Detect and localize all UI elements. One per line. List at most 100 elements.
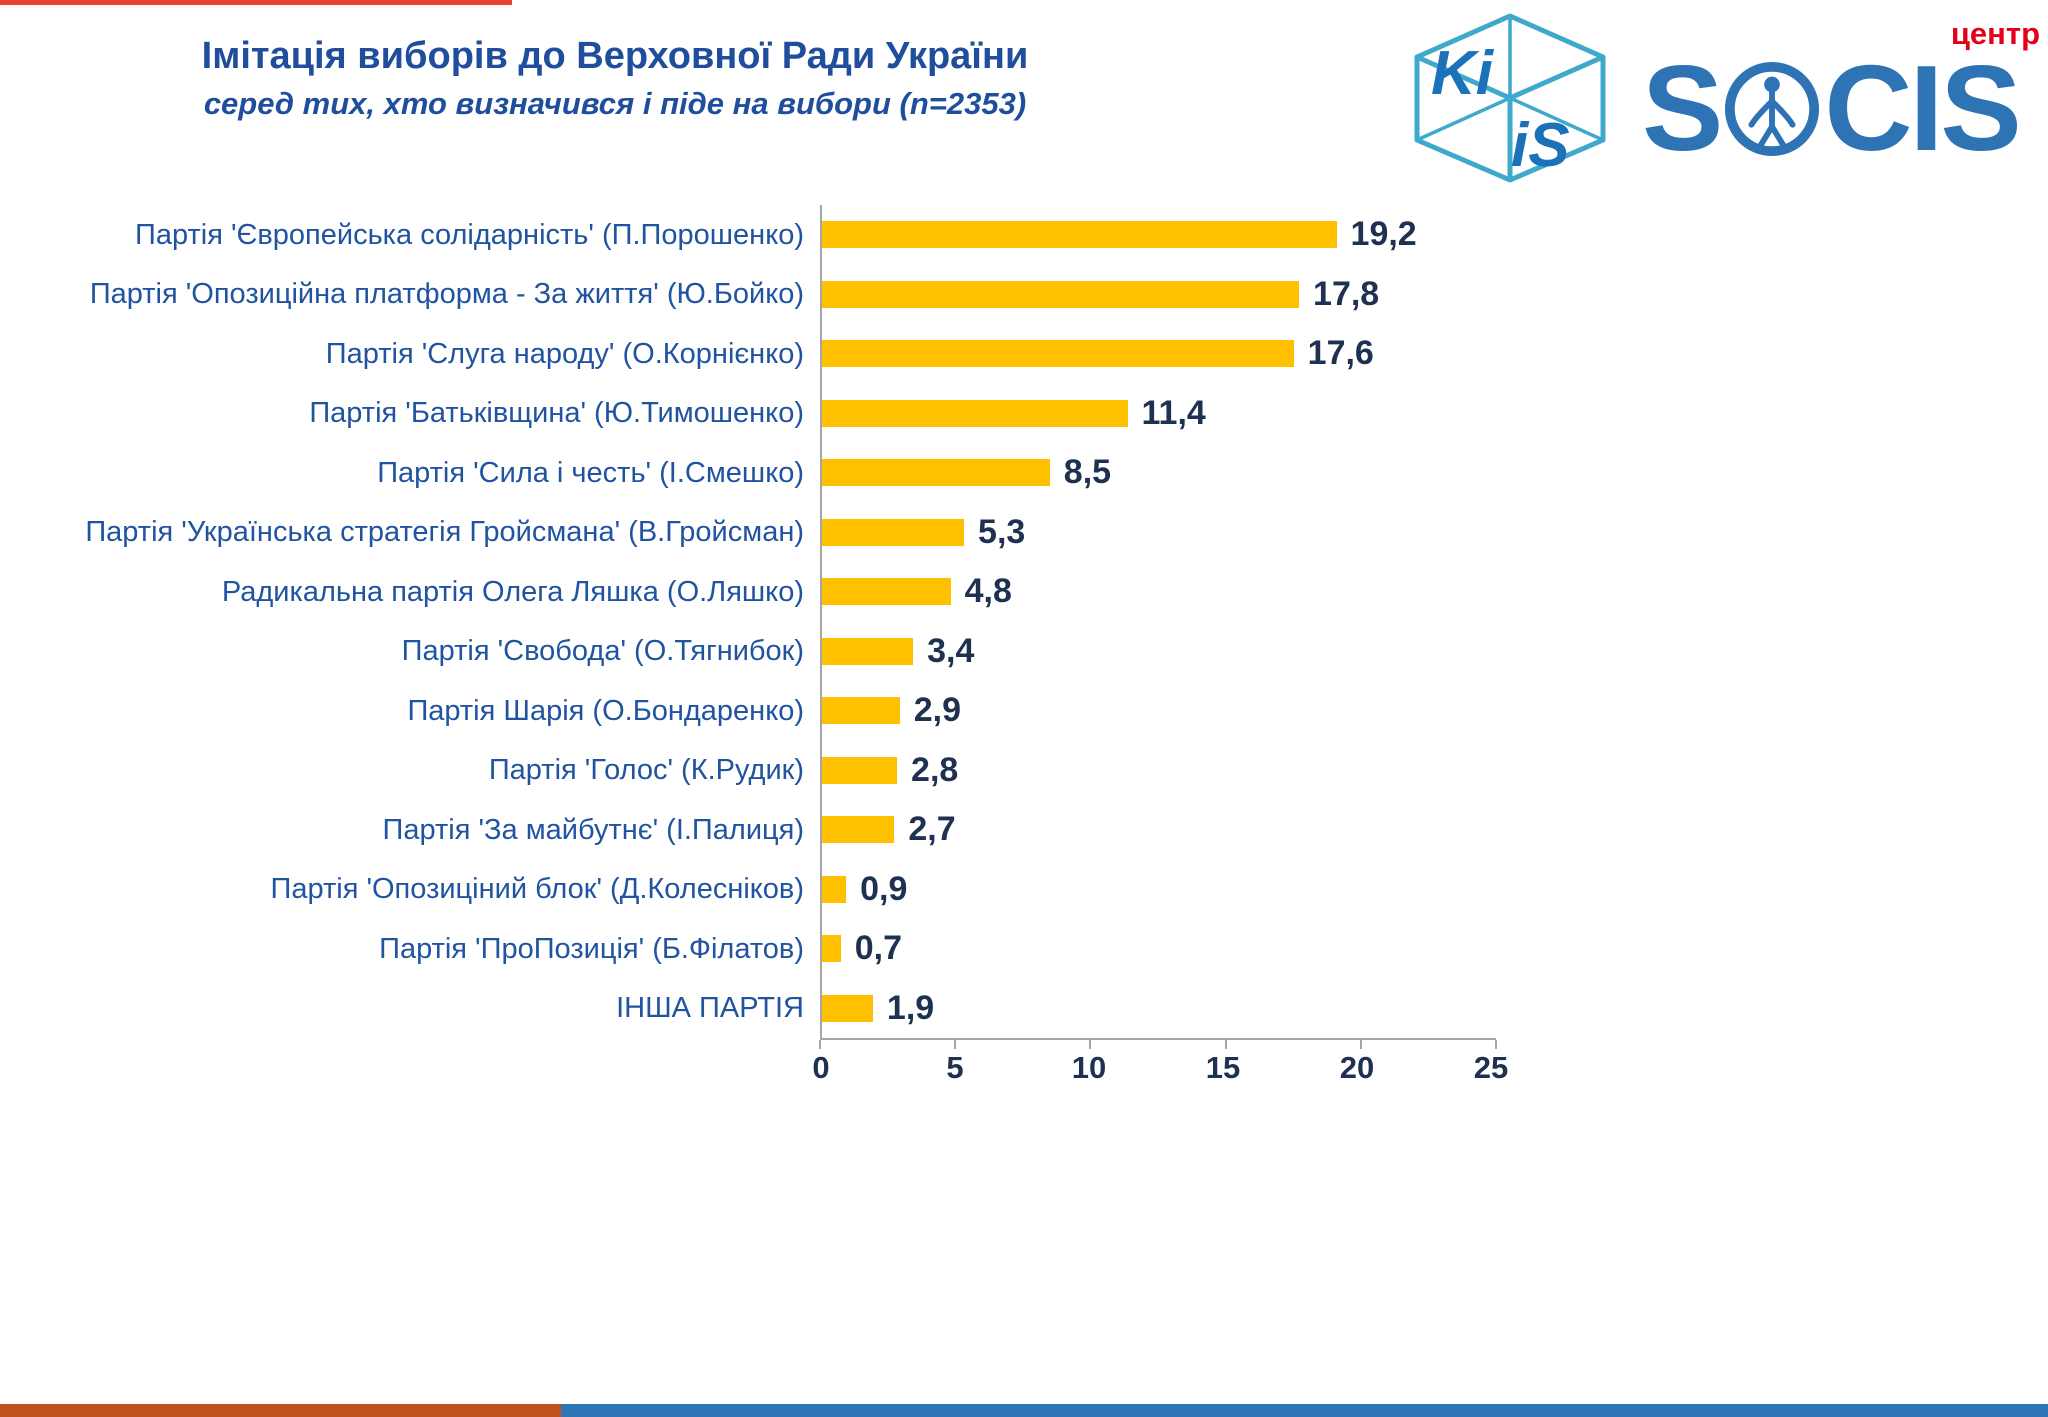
socis-letters-cis: CIS	[1824, 40, 2021, 176]
x-tick-label: 15	[1205, 1050, 1241, 1085]
x-tick-label: 5	[946, 1050, 964, 1085]
bar	[822, 280, 1300, 308]
category-label: Партія 'Європейська солідарність' (П.Пор…	[135, 218, 804, 251]
socis-letter-s: S	[1642, 40, 1723, 176]
chart-rows: Партія 'Європейська солідарність' (П.Пор…	[0, 205, 2048, 1038]
category-label: Партія 'Опозиціний блок' (Д.Колесніков)	[270, 873, 804, 906]
bar-area: 11,4	[820, 383, 1492, 443]
x-tick-label: 25	[1473, 1050, 1509, 1085]
bar	[822, 875, 847, 903]
chart-row: Партія 'ПроПозиція' (Б.Філатов) 0,7	[0, 919, 2048, 979]
value-label: 5,3	[978, 512, 1026, 551]
value-label: 1,9	[886, 988, 935, 1027]
kiis-cube-icon: Ki iS	[1414, 13, 1606, 183]
bar-area: 1,9	[820, 978, 1492, 1038]
bar	[822, 399, 1128, 427]
category-label: Радикальна партія Олега Ляшка (О.Ляшко)	[221, 575, 804, 608]
category-label: Партія 'Слуга народу' (О.Корнієнко)	[325, 337, 804, 370]
chart-row: Партія 'Опозиціний блок' (Д.Колесніков) 0…	[0, 859, 2048, 919]
bar-area: 17,6	[820, 324, 1492, 384]
page-title: Імітація виборів до Верховної Ради Украї…	[201, 35, 1029, 77]
category-label: Партія 'Батьківщина' (Ю.Тимошенко)	[309, 397, 804, 430]
bar	[822, 994, 873, 1022]
bar	[822, 697, 900, 725]
chart-row: Партія 'Слуга народу' (О.Корнієнко) 17,6	[0, 324, 2048, 384]
x-tick-label: 0	[812, 1050, 830, 1085]
value-label: 19,2	[1350, 215, 1417, 254]
bar-area: 17,8	[820, 264, 1492, 324]
value-label: 2,7	[908, 810, 956, 849]
x-tick-mark	[1359, 1040, 1362, 1049]
bar-area: 2,8	[820, 740, 1492, 800]
chart-row: Партія 'Голос' (К.Рудик) 2,8	[0, 740, 2048, 800]
header: Імітація виборів до Верховної Ради Украї…	[150, 34, 1080, 122]
value-label: 0,9	[860, 869, 908, 908]
x-tick-mark	[1495, 1040, 1497, 1049]
bar-chart: Партія 'Європейська солідарність' (П.Пор…	[0, 205, 2048, 1094]
value-label: 11,4	[1141, 393, 1206, 432]
page-subtitle: серед тих, хто визначився і піде на вибо…	[203, 85, 1027, 121]
chart-row: Партія 'Опозиційна платформа - За життя'…	[0, 264, 2048, 324]
bar	[822, 459, 1050, 487]
bar-area: 19,2	[820, 205, 1492, 265]
category-label: Партія 'Опозиційна платформа - За життя'…	[89, 278, 804, 311]
socis-tagline: центр	[1950, 16, 2040, 51]
bar	[822, 756, 898, 784]
chart-row: Партія 'Українська стратегія Гройсмана' …	[0, 502, 2048, 562]
bar-area: 8,5	[820, 443, 1492, 503]
category-label: Партія 'Українська стратегія Гройсмана' …	[85, 516, 804, 549]
chart-row: ІНША ПАРТІЯ 1,9	[0, 978, 2048, 1038]
bar-area: 0,9	[820, 859, 1492, 919]
x-tick-mark	[954, 1040, 957, 1049]
chart-row: Партія 'Батьківщина' (Ю.Тимошенко) 11,4	[0, 383, 2048, 443]
socis-person-circle-icon	[1725, 61, 1820, 156]
kiis-text-is: iS	[1511, 111, 1570, 180]
chart-row: Партія 'Європейська солідарність' (П.Пор…	[0, 205, 2048, 265]
value-label: 17,8	[1313, 274, 1380, 313]
x-tick-mark	[1224, 1040, 1227, 1049]
bar	[822, 935, 841, 963]
kiis-logo: Ki iS	[1382, 10, 1638, 190]
bottom-accent-strip	[0, 1404, 2048, 1417]
bar-area: 2,7	[820, 800, 1492, 860]
category-label: Партія 'Свобода' (О.Тягнибок)	[401, 635, 804, 668]
value-label: 3,4	[927, 631, 975, 670]
bar	[822, 518, 965, 546]
category-label: Партія Шарія (О.Бондаренко)	[407, 694, 804, 727]
chart-row: Партія 'Свобода' (О.Тягнибок) 3,4	[0, 621, 2048, 681]
value-label: 8,5	[1063, 453, 1112, 492]
category-label: Партія 'За майбутнє' (І.Палиця)	[382, 813, 804, 846]
bottom-strip-orange-segment	[0, 1404, 562, 1417]
socis-wordmark: S CIS	[1642, 40, 2044, 176]
bar-area: 4,8	[820, 562, 1492, 622]
kiis-text-ki: Ki	[1431, 39, 1495, 108]
chart-row: Партія 'Сила і честь' (І.Смешко) 8,5	[0, 443, 2048, 503]
chart-row: Партія Шарія (О.Бондаренко) 2,9	[0, 681, 2048, 741]
x-tick-label: 10	[1071, 1050, 1107, 1085]
value-label: 0,7	[854, 929, 903, 968]
x-axis-line	[819, 1038, 1497, 1049]
category-label: Партія 'Голос' (К.Рудик)	[488, 754, 804, 787]
chart-row: Радикальна партія Олега Ляшка (О.Ляшко) 4…	[0, 562, 2048, 622]
x-tick-label: 20	[1339, 1050, 1375, 1085]
chart-row: Партія 'За майбутнє' (І.Палиця) 2,7	[0, 800, 2048, 860]
category-label: Партія 'Сила і честь' (І.Смешко)	[377, 456, 804, 489]
socis-logo: центр S CIS	[1642, 16, 2044, 176]
x-axis-ticks: 0 5 10 15 20 25	[812, 1040, 1508, 1094]
bar	[822, 221, 1337, 249]
x-tick-mark	[819, 1040, 821, 1049]
bar-area: 2,9	[820, 681, 1492, 741]
bar-area: 5,3	[820, 502, 1492, 562]
category-label: Партія 'ПроПозиція' (Б.Філатов)	[379, 932, 804, 965]
value-label: 2,8	[911, 750, 959, 789]
bar	[822, 578, 951, 606]
value-label: 2,9	[913, 691, 961, 730]
bar-area: 3,4	[820, 621, 1492, 681]
bar	[822, 816, 895, 844]
top-accent-line	[0, 0, 512, 5]
bar	[822, 637, 914, 665]
bar	[822, 340, 1294, 368]
bottom-strip-blue-segment	[561, 1404, 2048, 1417]
value-label: 17,6	[1307, 334, 1374, 373]
